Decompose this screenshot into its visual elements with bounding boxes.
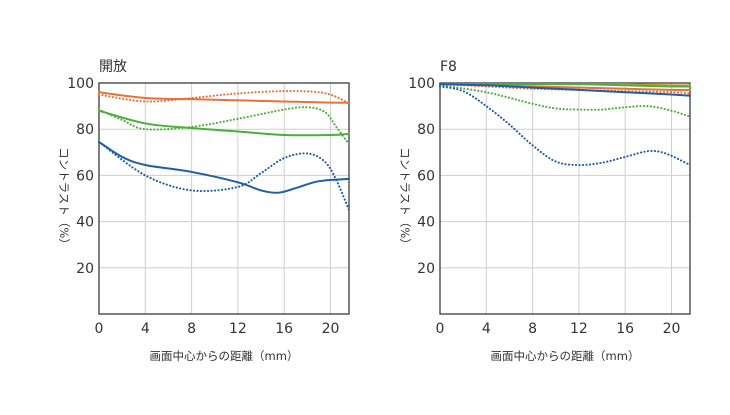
y-tick-label: 100	[408, 76, 435, 92]
x-tick-label: 0	[436, 321, 445, 337]
plot-frame	[439, 82, 691, 315]
x-tick-label: 4	[141, 321, 150, 337]
x-tick-label: 0	[95, 321, 104, 337]
y-tick-label: 60	[76, 168, 94, 184]
series-line-5-sagittal	[98, 140, 350, 194]
y-tick-label: 40	[417, 215, 435, 231]
series-line-1-sagittal	[98, 91, 350, 104]
x-axis-label: 画面中心からの距離（mm）	[150, 349, 299, 363]
series-line-2-meridional	[97, 89, 351, 105]
series-line-4-meridional	[97, 106, 351, 146]
y-axis-label: コントラスト（%）	[398, 147, 412, 250]
x-axis-label: 画面中心からの距離（mm）	[491, 349, 640, 363]
series-line-6-sagittal	[439, 83, 691, 97]
panel-title: F8	[440, 59, 457, 75]
y-tick-label: 100	[67, 76, 94, 92]
plot-frame	[98, 82, 350, 315]
x-tick-label: 4	[482, 321, 491, 337]
y-tick-label: 20	[417, 261, 435, 277]
y-tick-label: 60	[417, 168, 435, 184]
series-line-4-sagittal	[439, 83, 691, 88]
x-tick-label: 8	[528, 321, 537, 337]
x-tick-label: 8	[187, 321, 196, 337]
x-tick-label: 20	[322, 321, 340, 337]
mtf-chart-2: 0 4 8 12 16 20 20 40 60 80 100 F8 画面中心からの距離（mm） コントラス…	[398, 59, 692, 363]
series-line-7-meridional	[438, 85, 692, 167]
x-tick-label: 16	[275, 321, 293, 337]
x-tick-label: 20	[663, 321, 681, 337]
y-tick-label: 40	[76, 215, 94, 231]
series-line-3-sagittal	[98, 109, 350, 137]
series-line-6-meridional	[97, 140, 351, 212]
panel-title: 開放	[99, 59, 127, 75]
x-tick-label: 12	[229, 321, 247, 337]
y-tick-label: 80	[76, 122, 94, 138]
y-tick-label: 20	[76, 261, 94, 277]
y-axis-label: コントラスト（%）	[57, 147, 71, 250]
x-tick-label: 16	[616, 321, 634, 337]
x-tick-label: 12	[570, 321, 588, 337]
y-tick-label: 80	[417, 122, 435, 138]
